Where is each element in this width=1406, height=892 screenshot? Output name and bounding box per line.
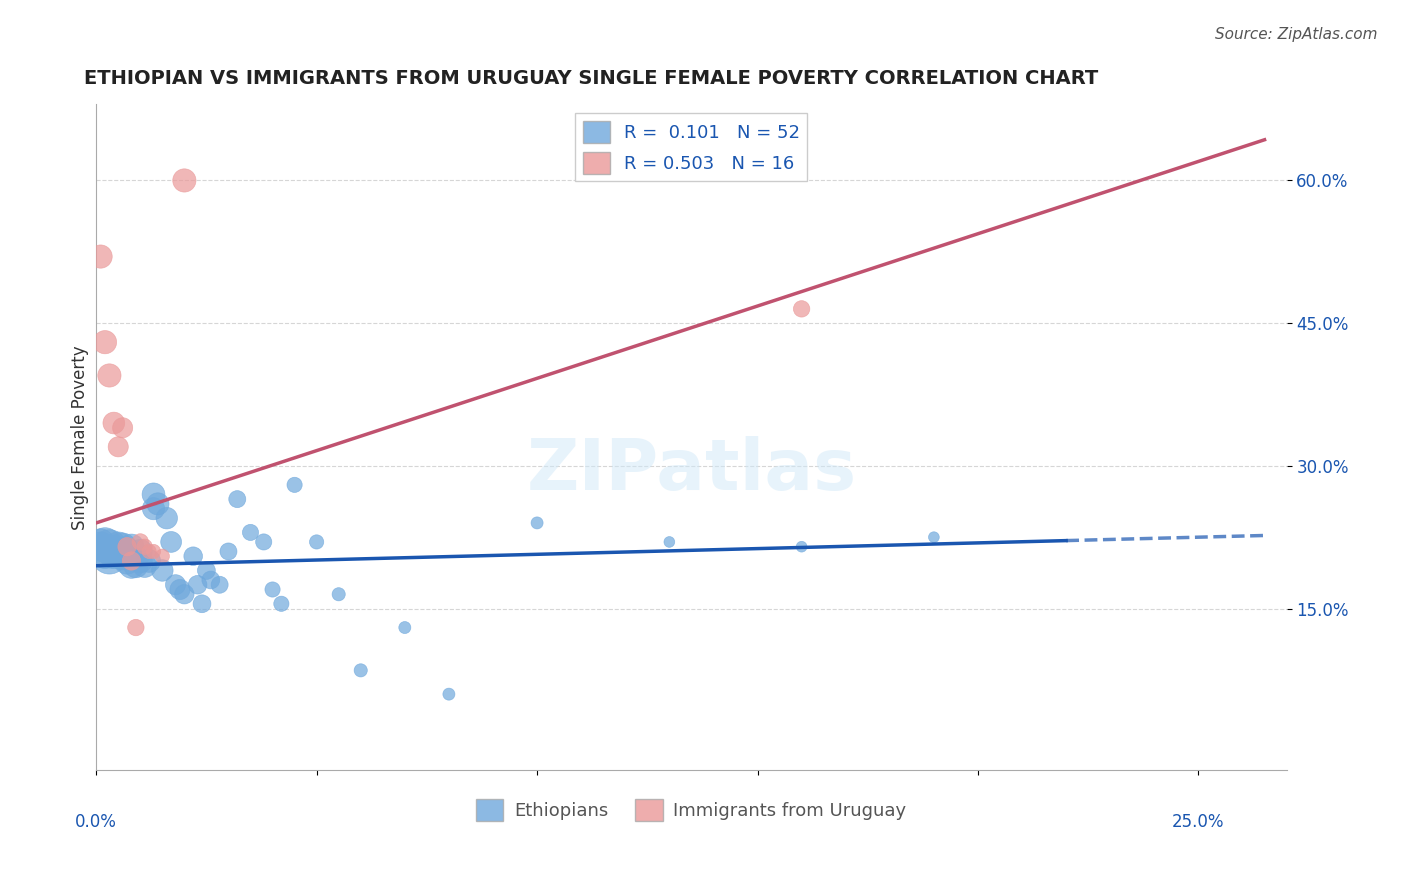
Point: [526, 516, 548, 530]
Point: [103, 544, 125, 558]
Point: [437, 687, 460, 701]
Point: [120, 554, 142, 568]
Point: [120, 558, 142, 573]
Point: [187, 578, 209, 592]
Point: [103, 546, 125, 560]
Point: [129, 544, 152, 558]
Point: [165, 578, 187, 592]
Point: [790, 301, 813, 316]
Point: [195, 564, 218, 578]
Point: [98, 540, 121, 554]
Text: 0.0%: 0.0%: [76, 813, 117, 831]
Point: [253, 535, 276, 549]
Point: [200, 573, 222, 587]
Point: [138, 544, 160, 558]
Point: [111, 421, 134, 435]
Point: [120, 540, 142, 554]
Point: [658, 535, 681, 549]
Point: [160, 535, 183, 549]
Point: [284, 478, 307, 492]
Point: [134, 558, 156, 573]
Point: [90, 540, 112, 554]
Point: [138, 554, 160, 568]
Point: [115, 544, 138, 558]
Point: [146, 497, 169, 511]
Point: [169, 582, 191, 597]
Point: [150, 549, 173, 564]
Text: ETHIOPIAN VS IMMIGRANTS FROM URUGUAY SINGLE FEMALE POVERTY CORRELATION CHART: ETHIOPIAN VS IMMIGRANTS FROM URUGUAY SIN…: [84, 69, 1098, 87]
Point: [90, 250, 112, 264]
Point: [142, 487, 165, 501]
Point: [173, 173, 195, 187]
Text: Source: ZipAtlas.com: Source: ZipAtlas.com: [1215, 27, 1378, 42]
Point: [156, 511, 179, 525]
Point: [142, 501, 165, 516]
Y-axis label: Single Female Poverty: Single Female Poverty: [72, 345, 89, 530]
Point: [262, 582, 284, 597]
Legend: Ethiopians, Immigrants from Uruguay: Ethiopians, Immigrants from Uruguay: [470, 791, 914, 828]
Point: [208, 578, 231, 592]
Point: [90, 535, 112, 549]
Point: [107, 544, 129, 558]
Point: [94, 537, 117, 551]
Point: [129, 535, 152, 549]
Text: ZIPatlas: ZIPatlas: [526, 436, 856, 505]
Point: [107, 440, 129, 454]
Point: [217, 544, 239, 558]
Point: [328, 587, 350, 601]
Point: [350, 664, 373, 678]
Point: [103, 416, 125, 430]
Point: [94, 544, 117, 558]
Point: [305, 535, 328, 549]
Point: [115, 554, 138, 568]
Point: [111, 540, 134, 554]
Point: [181, 549, 204, 564]
Point: [922, 530, 945, 544]
Point: [115, 540, 138, 554]
Point: [125, 621, 148, 635]
Point: [191, 597, 214, 611]
Point: [270, 597, 292, 611]
Point: [226, 492, 249, 507]
Point: [107, 540, 129, 554]
Point: [94, 335, 117, 350]
Text: 25.0%: 25.0%: [1173, 813, 1225, 831]
Point: [142, 544, 165, 558]
Point: [98, 549, 121, 564]
Point: [125, 558, 148, 573]
Point: [129, 554, 152, 568]
Point: [394, 621, 416, 635]
Point: [790, 540, 813, 554]
Point: [239, 525, 262, 540]
Point: [111, 549, 134, 564]
Point: [150, 564, 173, 578]
Point: [173, 587, 195, 601]
Point: [134, 540, 156, 554]
Point: [98, 368, 121, 383]
